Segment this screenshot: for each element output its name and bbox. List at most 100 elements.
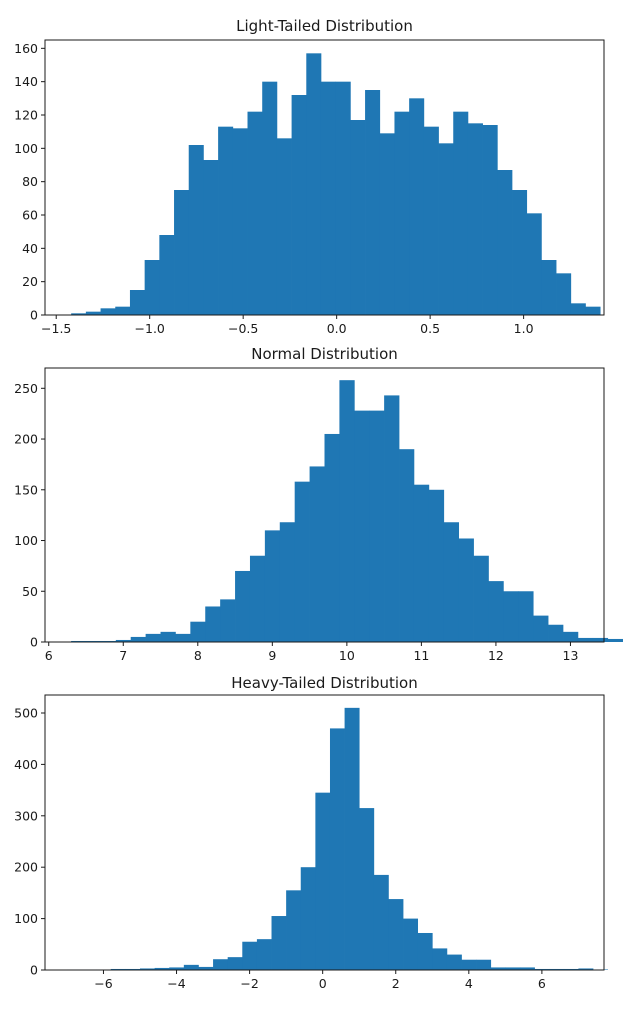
x-tick-label: 8	[194, 648, 202, 663]
histogram-bar	[249, 555, 266, 642]
axes-frame	[44, 39, 605, 316]
histogram-bar	[218, 126, 234, 315]
histogram-bar	[350, 120, 366, 315]
histogram-bar	[512, 190, 528, 315]
histogram-bar	[188, 145, 204, 315]
histogram-bar	[359, 808, 375, 970]
x-tick-label: −0.5	[228, 321, 258, 336]
histogram-bar	[242, 941, 258, 970]
histogram-bar	[534, 968, 550, 970]
histogram-bar	[443, 522, 460, 642]
histogram-bar	[519, 967, 535, 970]
y-tick-label: 140	[14, 74, 38, 89]
histogram-bar	[473, 555, 489, 642]
y-tick-label: 200	[14, 860, 38, 875]
histogram-bar	[592, 637, 609, 642]
x-tick-label: 0.5	[420, 321, 440, 336]
histogram-bar	[129, 290, 145, 315]
histogram-bar	[505, 967, 521, 970]
histogram-bar	[169, 967, 185, 970]
histogram-bar	[205, 606, 221, 642]
histogram-bar	[384, 395, 400, 642]
histogram-bar	[453, 111, 469, 315]
histogram-bar	[399, 449, 415, 642]
histogram-bar	[461, 959, 477, 970]
histogram-bar	[144, 260, 160, 315]
histogram-bar	[115, 639, 132, 642]
histogram-bar	[294, 481, 310, 642]
histogram-bar	[373, 874, 389, 970]
subplot-light-tailed: −1.5 −1.0 −0.5 0.0 0.5 1.0 0 20 40 60 80 100 120 140 1…	[14, 17, 605, 336]
histogram-bar	[570, 303, 586, 315]
histogram-bar	[232, 128, 248, 315]
histogram-bar	[388, 899, 404, 970]
chart-title: Normal Distribution	[251, 345, 398, 363]
y-tick-label: 100	[14, 911, 38, 926]
histogram-bar	[291, 95, 307, 315]
y-tick-label: 100	[14, 533, 38, 548]
histogram-bar	[549, 968, 565, 970]
histogram-bar	[227, 957, 243, 970]
histogram-bar	[213, 959, 229, 970]
histogram-bar	[607, 638, 623, 642]
histogram-bar	[264, 530, 281, 642]
x-tick-label: 2	[392, 976, 400, 991]
histogram-bar	[467, 123, 483, 315]
x-tick-label: 0	[319, 976, 327, 991]
histogram-bar	[354, 410, 370, 642]
x-tick-label: 10	[339, 648, 355, 663]
histogram-bar	[174, 190, 190, 315]
histogram-bar	[286, 890, 302, 970]
histogram-bar	[262, 81, 278, 315]
histogram-bar	[276, 138, 292, 315]
histogram-bar	[476, 959, 492, 970]
histogram-bar	[159, 235, 175, 315]
x-tick-label: 7	[119, 648, 127, 663]
histogram-bar	[563, 968, 579, 970]
y-tick-label: 150	[14, 482, 38, 497]
x-tick-label: −1.5	[41, 321, 71, 336]
x-tick-label: 4	[465, 976, 473, 991]
histogram-bar	[85, 311, 101, 315]
x-tick-label: 9	[268, 648, 276, 663]
subplot-normal: 6 7 8 9 10 11 12 13 0 50 100 150 200 250 Normal Distri…	[14, 345, 623, 663]
y-tick-label: 500	[14, 705, 38, 720]
histogram-bar	[320, 81, 337, 315]
histogram-bar	[130, 636, 146, 642]
histogram-bar	[409, 98, 425, 315]
y-tick-label: 60	[22, 208, 38, 223]
histogram-bar	[413, 484, 430, 642]
histogram-bar	[183, 964, 199, 970]
histogram-bar	[110, 968, 126, 970]
histogram-bar	[160, 631, 176, 642]
histogram-bar	[71, 313, 87, 315]
histogram-bar	[271, 916, 287, 970]
x-tick-label: 13	[563, 648, 579, 663]
histogram-bar	[526, 213, 542, 315]
histogram-bar	[100, 308, 116, 315]
chart-title: Heavy-Tailed Distribution	[231, 674, 417, 692]
histogram-bar	[482, 125, 498, 315]
y-tick-label: 160	[14, 41, 38, 56]
histogram-bar	[417, 932, 433, 970]
histogram-bar	[85, 640, 102, 642]
x-tick-label: −6	[94, 976, 112, 991]
y-tick-label: 40	[22, 241, 38, 256]
histogram-bar	[315, 792, 331, 970]
histogram-bar	[115, 306, 131, 315]
x-tick-label: −4	[167, 976, 185, 991]
histogram-bar	[578, 968, 594, 970]
histogram-bar	[279, 522, 296, 642]
axes-frame	[44, 367, 605, 643]
histogram-bar	[300, 867, 316, 970]
histogram-bar	[335, 81, 351, 315]
histogram-bar	[432, 948, 448, 970]
histogram-bar	[309, 466, 325, 642]
y-tick-label: 100	[14, 141, 38, 156]
y-tick-label: 0	[30, 635, 38, 650]
histogram-bar	[490, 967, 506, 970]
histogram-bar	[139, 968, 155, 970]
histogram-bar	[369, 410, 385, 642]
histogram-bar	[329, 728, 345, 970]
